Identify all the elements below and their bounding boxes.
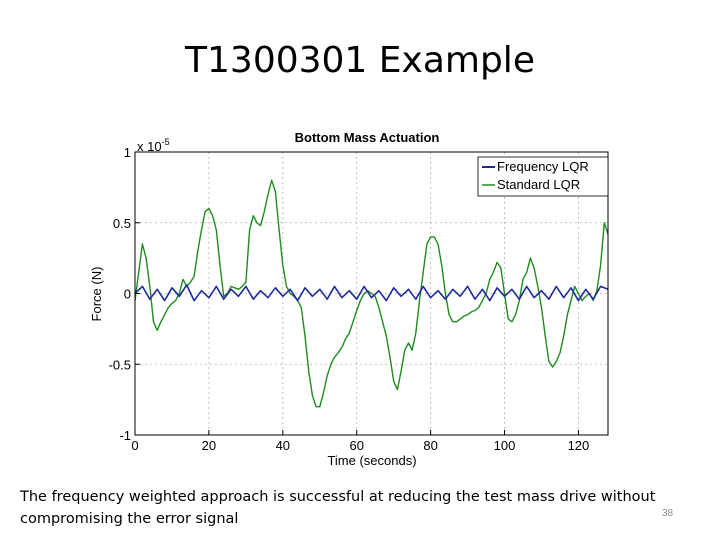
series-line-frequency-lqr — [134, 284, 609, 302]
force-vs-time-chart: 0 20 40 60 80 100 120 -1 -0.5 0 0.5 1 Bottom Mass A… — [89, 130, 609, 468]
ticks: 0 20 40 60 80 100 120 -1 -0.5 0 0.5 1 — [109, 145, 590, 453]
y-multiplier-exponent: -5 — [162, 137, 170, 147]
chart-title: Bottom Mass Actuation — [295, 130, 440, 145]
legend-box — [477, 156, 609, 197]
slide-number: 38 — [662, 508, 674, 519]
y-tick-label: -1 — [119, 428, 131, 443]
y-tick-label: 0 — [124, 287, 131, 302]
x-tick-label: 20 — [202, 438, 216, 453]
x-tick-label: 80 — [423, 438, 437, 453]
x-tick-label: 60 — [349, 438, 363, 453]
y-tick-label: 1 — [124, 145, 131, 160]
y-tick-label: 0.5 — [113, 216, 131, 231]
chart-figure: 0 20 40 60 80 100 120 -1 -0.5 0 0.5 1 Bottom Mass A… — [85, 122, 630, 472]
series-layer — [134, 179, 609, 408]
slide-caption: The frequency weighted approach is succe… — [20, 489, 656, 527]
x-tick-label: 0 — [131, 438, 138, 453]
x-axis-label: Time (seconds) — [327, 453, 416, 468]
legend-label-standard-lqr: Standard LQR — [497, 177, 580, 192]
y-tick-label: -0.5 — [109, 357, 131, 372]
x-tick-label: 40 — [276, 438, 290, 453]
legend-label-frequency-lqr: Frequency LQR — [497, 159, 589, 174]
legend: Frequency LQR Standard LQR — [477, 156, 609, 197]
series-line-standard-lqr — [134, 179, 609, 408]
x-tick-label: 120 — [568, 438, 590, 453]
y-axis-label: Force (N) — [89, 267, 104, 322]
x-tick-label: 100 — [494, 438, 516, 453]
slide-title: T1300301 Example — [185, 40, 535, 81]
y-multiplier-base: x 10 — [137, 139, 162, 154]
y-axis-multiplier: x 10-5 — [137, 137, 170, 154]
